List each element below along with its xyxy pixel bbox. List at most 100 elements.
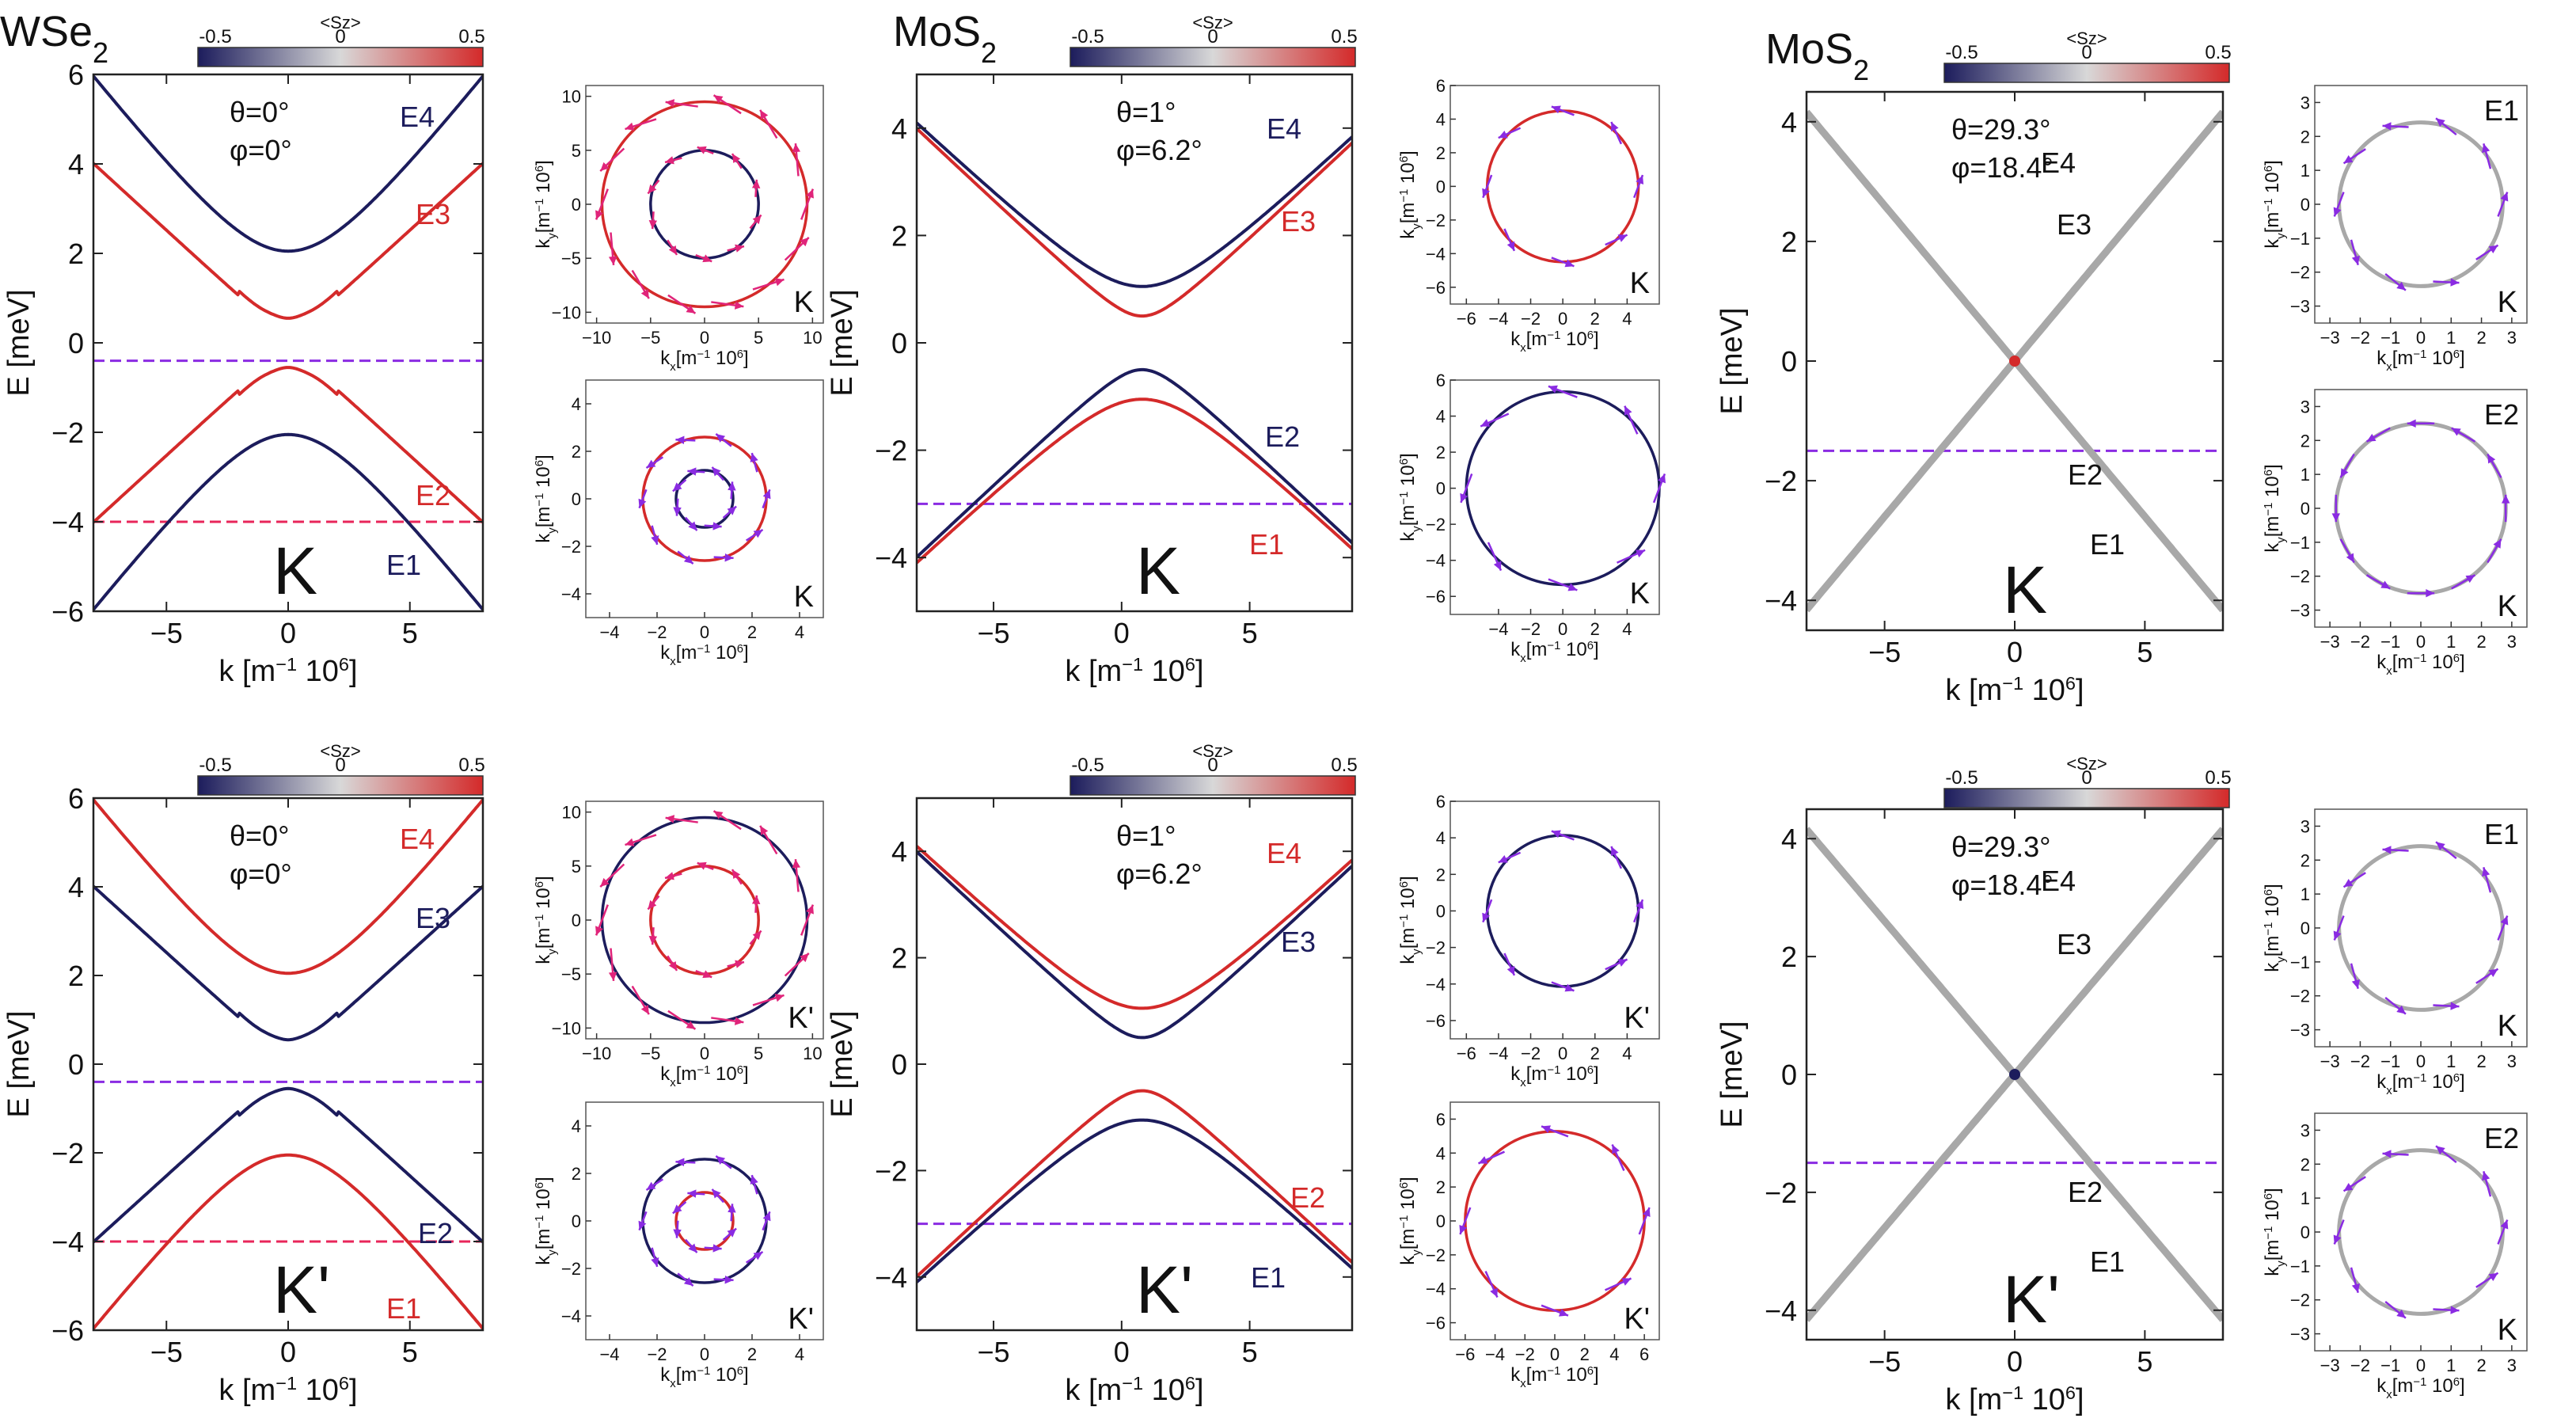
y-tick-label: 2 (1781, 226, 1797, 258)
contour-y-tick-label: 2 (1436, 865, 1446, 884)
contour-x-tick-label: −4 (1488, 1044, 1508, 1063)
spin-arrowhead (735, 244, 744, 253)
contour-x-label-part: 6 (1587, 1365, 1594, 1378)
contour-y-label-part: 10 (2262, 1200, 2283, 1226)
x-tick-label: −5 (1868, 636, 1901, 668)
contour-x-label: kx[m−1 106] (2377, 1375, 2464, 1401)
spin-arrowhead (2450, 1002, 2460, 1010)
contour-y-label: ky[m−1 106] (2262, 884, 2288, 972)
fermi-contour (2337, 120, 2505, 288)
spin-arrowhead (712, 466, 721, 477)
spin-arrowhead (648, 220, 658, 230)
spin-arrowhead (686, 1021, 696, 1029)
colorbar-tick: -0.5 (1071, 755, 1104, 776)
band-curve-e4 (93, 798, 483, 975)
contour-y-label-part: k (2262, 238, 2283, 249)
spin-arrowhead (2501, 494, 2510, 504)
valley-label: K (1136, 534, 1180, 608)
fermi-contour (600, 816, 809, 1025)
contour-x-tick-label: −5 (640, 328, 660, 348)
colorbar-tick: 0.5 (458, 26, 484, 48)
spin-arrowhead (727, 506, 737, 515)
spin-arrowhead (2450, 1306, 2460, 1314)
contour-y-label: ky[m−1 106] (2262, 464, 2288, 552)
band-label-e1: E1 (1249, 528, 1284, 561)
fermi-contour (641, 435, 768, 562)
x-axis-label-part: k [m (1945, 674, 2002, 707)
contour-y-tick-label: 4 (1436, 109, 1446, 129)
contour-y-tick-label: −4 (561, 1306, 581, 1326)
contour-x-tick-label: −1 (2380, 328, 2400, 348)
x-tick-label: 0 (1114, 1336, 1130, 1368)
spin-arrowhead (1482, 188, 1491, 198)
contour-x-label-part: x (1520, 652, 1526, 665)
band-curve-e3 (93, 884, 483, 1042)
x-axis-label: k [m−1 106] (1945, 1382, 2084, 1416)
spin-arrowhead (716, 1156, 726, 1165)
y-tick-label: 2 (891, 942, 907, 975)
contour-x-tick-label: 2 (2476, 632, 2486, 652)
contour-x-label: kx[m−1 106] (2377, 348, 2464, 374)
x-tick-label: 5 (1242, 617, 1258, 649)
spin-arrowhead (2500, 1219, 2509, 1230)
contour-y-tick-label: 4 (1436, 1143, 1446, 1163)
y-axis-label: E [meV] (2, 1010, 36, 1117)
x-axis-label-part: k [m (1945, 1383, 2002, 1416)
colorbar-2: <Sz> -0.5 0 0.5 (1070, 13, 1358, 67)
spin-arrowhead (600, 877, 610, 888)
spin-arrowhead (1611, 846, 1619, 857)
x-tick-label: 5 (1242, 1336, 1258, 1368)
x-axis-label-part: ] (2076, 674, 2084, 707)
contour-y-label-part: 6 (2263, 1193, 2275, 1200)
y-tick-label: 0 (1781, 1059, 1797, 1091)
spin-arrowhead (762, 1211, 771, 1222)
theta-label: θ=29.3° (1951, 113, 2051, 146)
y-axis-label: E [meV] (1715, 1021, 1749, 1127)
contour-x-label-part: 10 (710, 1063, 736, 1085)
contour-x-label-part: [m (1526, 1364, 1548, 1386)
spin-arrowhead (687, 1189, 697, 1198)
y-axis-label-part: E [meV] (1715, 1021, 1749, 1127)
contour-y-tick-label: −3 (2290, 1325, 2310, 1344)
contour-x-tick-label: 2 (1590, 1044, 1600, 1063)
contour-y-tick-label: 0 (1436, 479, 1446, 499)
contour-x-label-part: ] (1594, 1063, 1599, 1085)
contour-valley-label: K (794, 580, 814, 614)
contour-y-label-part: y (1411, 223, 1423, 230)
contour-y-label-part: k (533, 238, 554, 249)
material-label: WSe2 (0, 8, 108, 69)
x-tick-label: 0 (2007, 636, 2023, 668)
spin-arrowhead (625, 838, 635, 846)
contour-x-label-part: [m (1526, 639, 1548, 660)
spin-arrowhead (1498, 855, 1508, 863)
band-curve-e2 (917, 1089, 1352, 1278)
spin-arrowhead (688, 1243, 697, 1253)
contour-valley-label: K' (788, 1302, 814, 1336)
contour-y-label-part: ] (2262, 884, 2283, 889)
band-label-e3: E3 (2057, 928, 2092, 960)
spin-arrowhead (1612, 1144, 1620, 1154)
y-tick-label: −4 (51, 506, 84, 538)
contour-x-label-part: [m (1526, 329, 1548, 350)
spin-arrowhead (702, 254, 712, 263)
contour-x-label-part: 6 (2453, 1072, 2460, 1085)
contour-x-label-part: x (670, 1077, 676, 1089)
contour-y-tick-label: 2 (2301, 1154, 2310, 1174)
contour-x-label-part: [m (1526, 1063, 1548, 1085)
contour-y-label-part: k (2262, 1266, 2283, 1276)
spin-arrowhead (734, 1017, 744, 1025)
band-label-e3: E3 (1281, 205, 1316, 238)
contour-y-label-part: y (2275, 956, 2288, 963)
spin-arrowhead (608, 972, 617, 981)
band-label-e4: E4 (1267, 837, 1301, 869)
contour-y-tick-label: 4 (1436, 828, 1446, 848)
colorbar-title: <Sz> (1192, 741, 1233, 761)
band-panel: −5 0 5 −4 −2 0 2 4 k [m−1 106] E [meV] θ=29.3° φ=18… (1715, 808, 2225, 1416)
band-label-e1: E1 (2090, 528, 2125, 561)
spin-arrowhead (735, 960, 744, 968)
x-axis-label-part: −1 (2002, 1382, 2023, 1403)
contour-y-label-part: −1 (534, 1215, 546, 1229)
band-curve-e3 (917, 850, 1352, 1040)
